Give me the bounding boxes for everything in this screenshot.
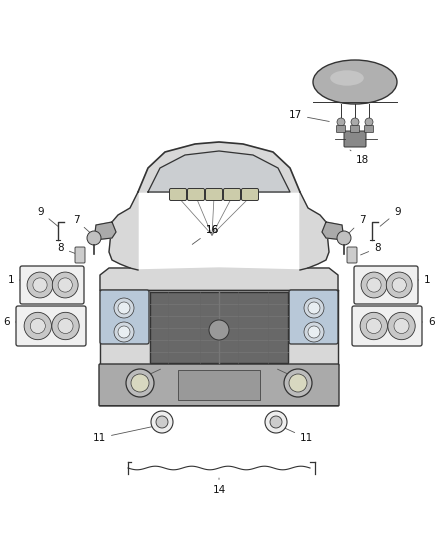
Text: 1: 1 (359, 275, 431, 285)
Circle shape (118, 326, 130, 338)
Circle shape (156, 416, 168, 428)
Circle shape (360, 312, 388, 340)
Circle shape (126, 369, 154, 397)
FancyBboxPatch shape (223, 189, 240, 200)
Text: 1: 1 (7, 275, 79, 285)
Circle shape (367, 278, 381, 292)
Polygon shape (100, 268, 338, 290)
Text: 6: 6 (4, 317, 81, 327)
Text: 7: 7 (346, 215, 365, 236)
Ellipse shape (330, 70, 364, 86)
Polygon shape (148, 151, 290, 192)
Text: 8: 8 (360, 243, 381, 255)
Circle shape (30, 319, 45, 334)
FancyBboxPatch shape (344, 131, 366, 147)
FancyBboxPatch shape (170, 189, 187, 200)
FancyBboxPatch shape (178, 370, 260, 400)
FancyBboxPatch shape (99, 364, 339, 406)
Circle shape (58, 278, 72, 292)
Polygon shape (150, 292, 288, 363)
Circle shape (52, 312, 79, 340)
FancyBboxPatch shape (241, 189, 258, 200)
Circle shape (27, 272, 53, 298)
Circle shape (52, 272, 78, 298)
Polygon shape (94, 222, 116, 240)
Circle shape (114, 298, 134, 318)
FancyBboxPatch shape (75, 247, 85, 263)
FancyBboxPatch shape (354, 266, 418, 304)
Circle shape (392, 278, 406, 292)
Circle shape (131, 374, 149, 392)
Text: 11: 11 (93, 425, 157, 443)
Circle shape (365, 118, 373, 126)
Ellipse shape (313, 60, 397, 104)
Circle shape (24, 312, 52, 340)
Circle shape (270, 416, 282, 428)
Circle shape (337, 118, 345, 126)
Text: 6: 6 (357, 317, 434, 327)
Text: 12: 12 (131, 369, 160, 385)
Circle shape (284, 369, 312, 397)
Polygon shape (138, 142, 300, 192)
Circle shape (366, 319, 381, 334)
Circle shape (394, 319, 409, 334)
Polygon shape (300, 192, 329, 270)
FancyBboxPatch shape (205, 189, 223, 200)
Circle shape (308, 302, 320, 314)
Circle shape (289, 374, 307, 392)
Circle shape (337, 231, 351, 245)
Text: 7: 7 (73, 215, 94, 236)
Circle shape (58, 319, 73, 334)
Text: 16: 16 (205, 225, 219, 235)
Text: 9: 9 (37, 207, 58, 226)
Circle shape (33, 278, 47, 292)
FancyBboxPatch shape (20, 266, 84, 304)
Text: 16: 16 (345, 63, 371, 77)
Circle shape (265, 411, 287, 433)
FancyBboxPatch shape (336, 125, 346, 133)
Circle shape (151, 411, 173, 433)
Circle shape (118, 302, 130, 314)
FancyBboxPatch shape (364, 125, 374, 133)
FancyBboxPatch shape (187, 189, 205, 200)
Circle shape (304, 298, 324, 318)
FancyBboxPatch shape (347, 247, 357, 263)
Text: 12: 12 (278, 369, 307, 385)
Circle shape (308, 326, 320, 338)
Circle shape (388, 312, 415, 340)
Text: 9: 9 (380, 207, 401, 226)
Polygon shape (322, 222, 344, 240)
Text: 14: 14 (212, 478, 226, 495)
Circle shape (209, 320, 229, 340)
Circle shape (361, 272, 387, 298)
Text: 8: 8 (57, 243, 79, 255)
FancyBboxPatch shape (100, 290, 149, 344)
Text: 17: 17 (289, 110, 329, 122)
FancyBboxPatch shape (350, 125, 360, 133)
FancyBboxPatch shape (289, 290, 338, 344)
Text: 11: 11 (280, 426, 313, 443)
Text: 18: 18 (350, 150, 369, 165)
Circle shape (304, 322, 324, 342)
FancyBboxPatch shape (16, 306, 86, 346)
Circle shape (351, 118, 359, 126)
FancyBboxPatch shape (352, 306, 422, 346)
Circle shape (87, 231, 101, 245)
Circle shape (114, 322, 134, 342)
Polygon shape (109, 192, 138, 270)
Polygon shape (100, 290, 338, 365)
Text: 16: 16 (192, 225, 219, 244)
Circle shape (386, 272, 412, 298)
